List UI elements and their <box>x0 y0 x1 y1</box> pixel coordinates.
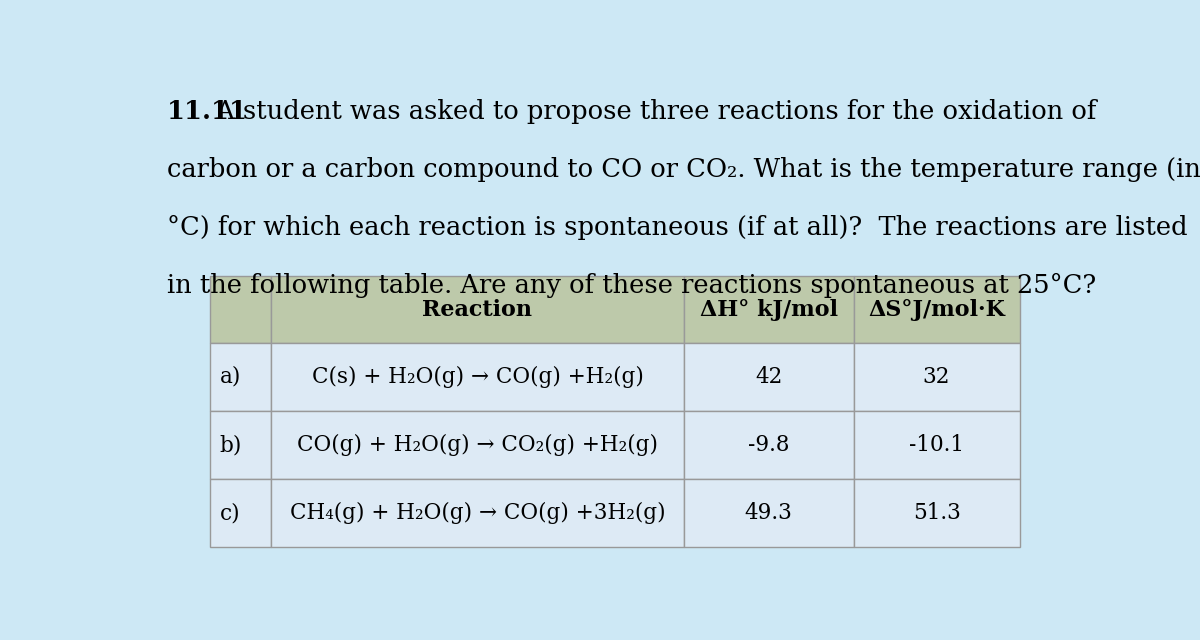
Text: carbon or a carbon compound to CO or CO₂. What is the temperature range (in: carbon or a carbon compound to CO or CO₂… <box>167 157 1200 182</box>
Text: ΔH° kJ/mol: ΔH° kJ/mol <box>700 299 838 321</box>
Bar <box>684 411 853 479</box>
Text: -10.1: -10.1 <box>910 434 964 456</box>
Bar <box>684 276 853 343</box>
Text: CH₄(g) + H₂O(g) → CO(g) +3H₂(g): CH₄(g) + H₂O(g) → CO(g) +3H₂(g) <box>289 502 665 524</box>
Text: 51.3: 51.3 <box>913 502 960 524</box>
Bar <box>271 343 684 411</box>
Bar <box>853 276 1020 343</box>
Text: Reaction: Reaction <box>422 299 533 321</box>
Bar <box>210 276 271 343</box>
Bar <box>853 479 1020 547</box>
Text: 49.3: 49.3 <box>745 502 793 524</box>
Bar <box>210 343 271 411</box>
Bar <box>684 343 853 411</box>
Text: 11.11: 11.11 <box>167 99 247 124</box>
Text: 42: 42 <box>755 366 782 388</box>
Bar <box>210 479 271 547</box>
Text: °C) for which each reaction is spontaneous (if at all)?  The reactions are liste: °C) for which each reaction is spontaneo… <box>167 215 1187 240</box>
Text: in the following table. Are any of these reactions spontaneous at 25°C?: in the following table. Are any of these… <box>167 273 1096 298</box>
Text: 32: 32 <box>923 366 950 388</box>
Text: CO(g) + H₂O(g) → CO₂(g) +H₂(g): CO(g) + H₂O(g) → CO₂(g) +H₂(g) <box>296 434 658 456</box>
Bar <box>684 479 853 547</box>
Bar <box>853 411 1020 479</box>
Text: c): c) <box>220 502 240 524</box>
Bar <box>210 411 271 479</box>
Bar <box>271 411 684 479</box>
Bar <box>853 343 1020 411</box>
Text: a): a) <box>220 366 241 388</box>
Text: A student was asked to propose three reactions for the oxidation of: A student was asked to propose three rea… <box>208 99 1096 124</box>
Bar <box>271 479 684 547</box>
Text: ΔS°J/mol·K: ΔS°J/mol·K <box>868 299 1006 321</box>
Bar <box>271 276 684 343</box>
Text: b): b) <box>220 434 242 456</box>
Text: -9.8: -9.8 <box>748 434 790 456</box>
Text: C(s) + H₂O(g) → CO(g) +H₂(g): C(s) + H₂O(g) → CO(g) +H₂(g) <box>312 366 643 388</box>
